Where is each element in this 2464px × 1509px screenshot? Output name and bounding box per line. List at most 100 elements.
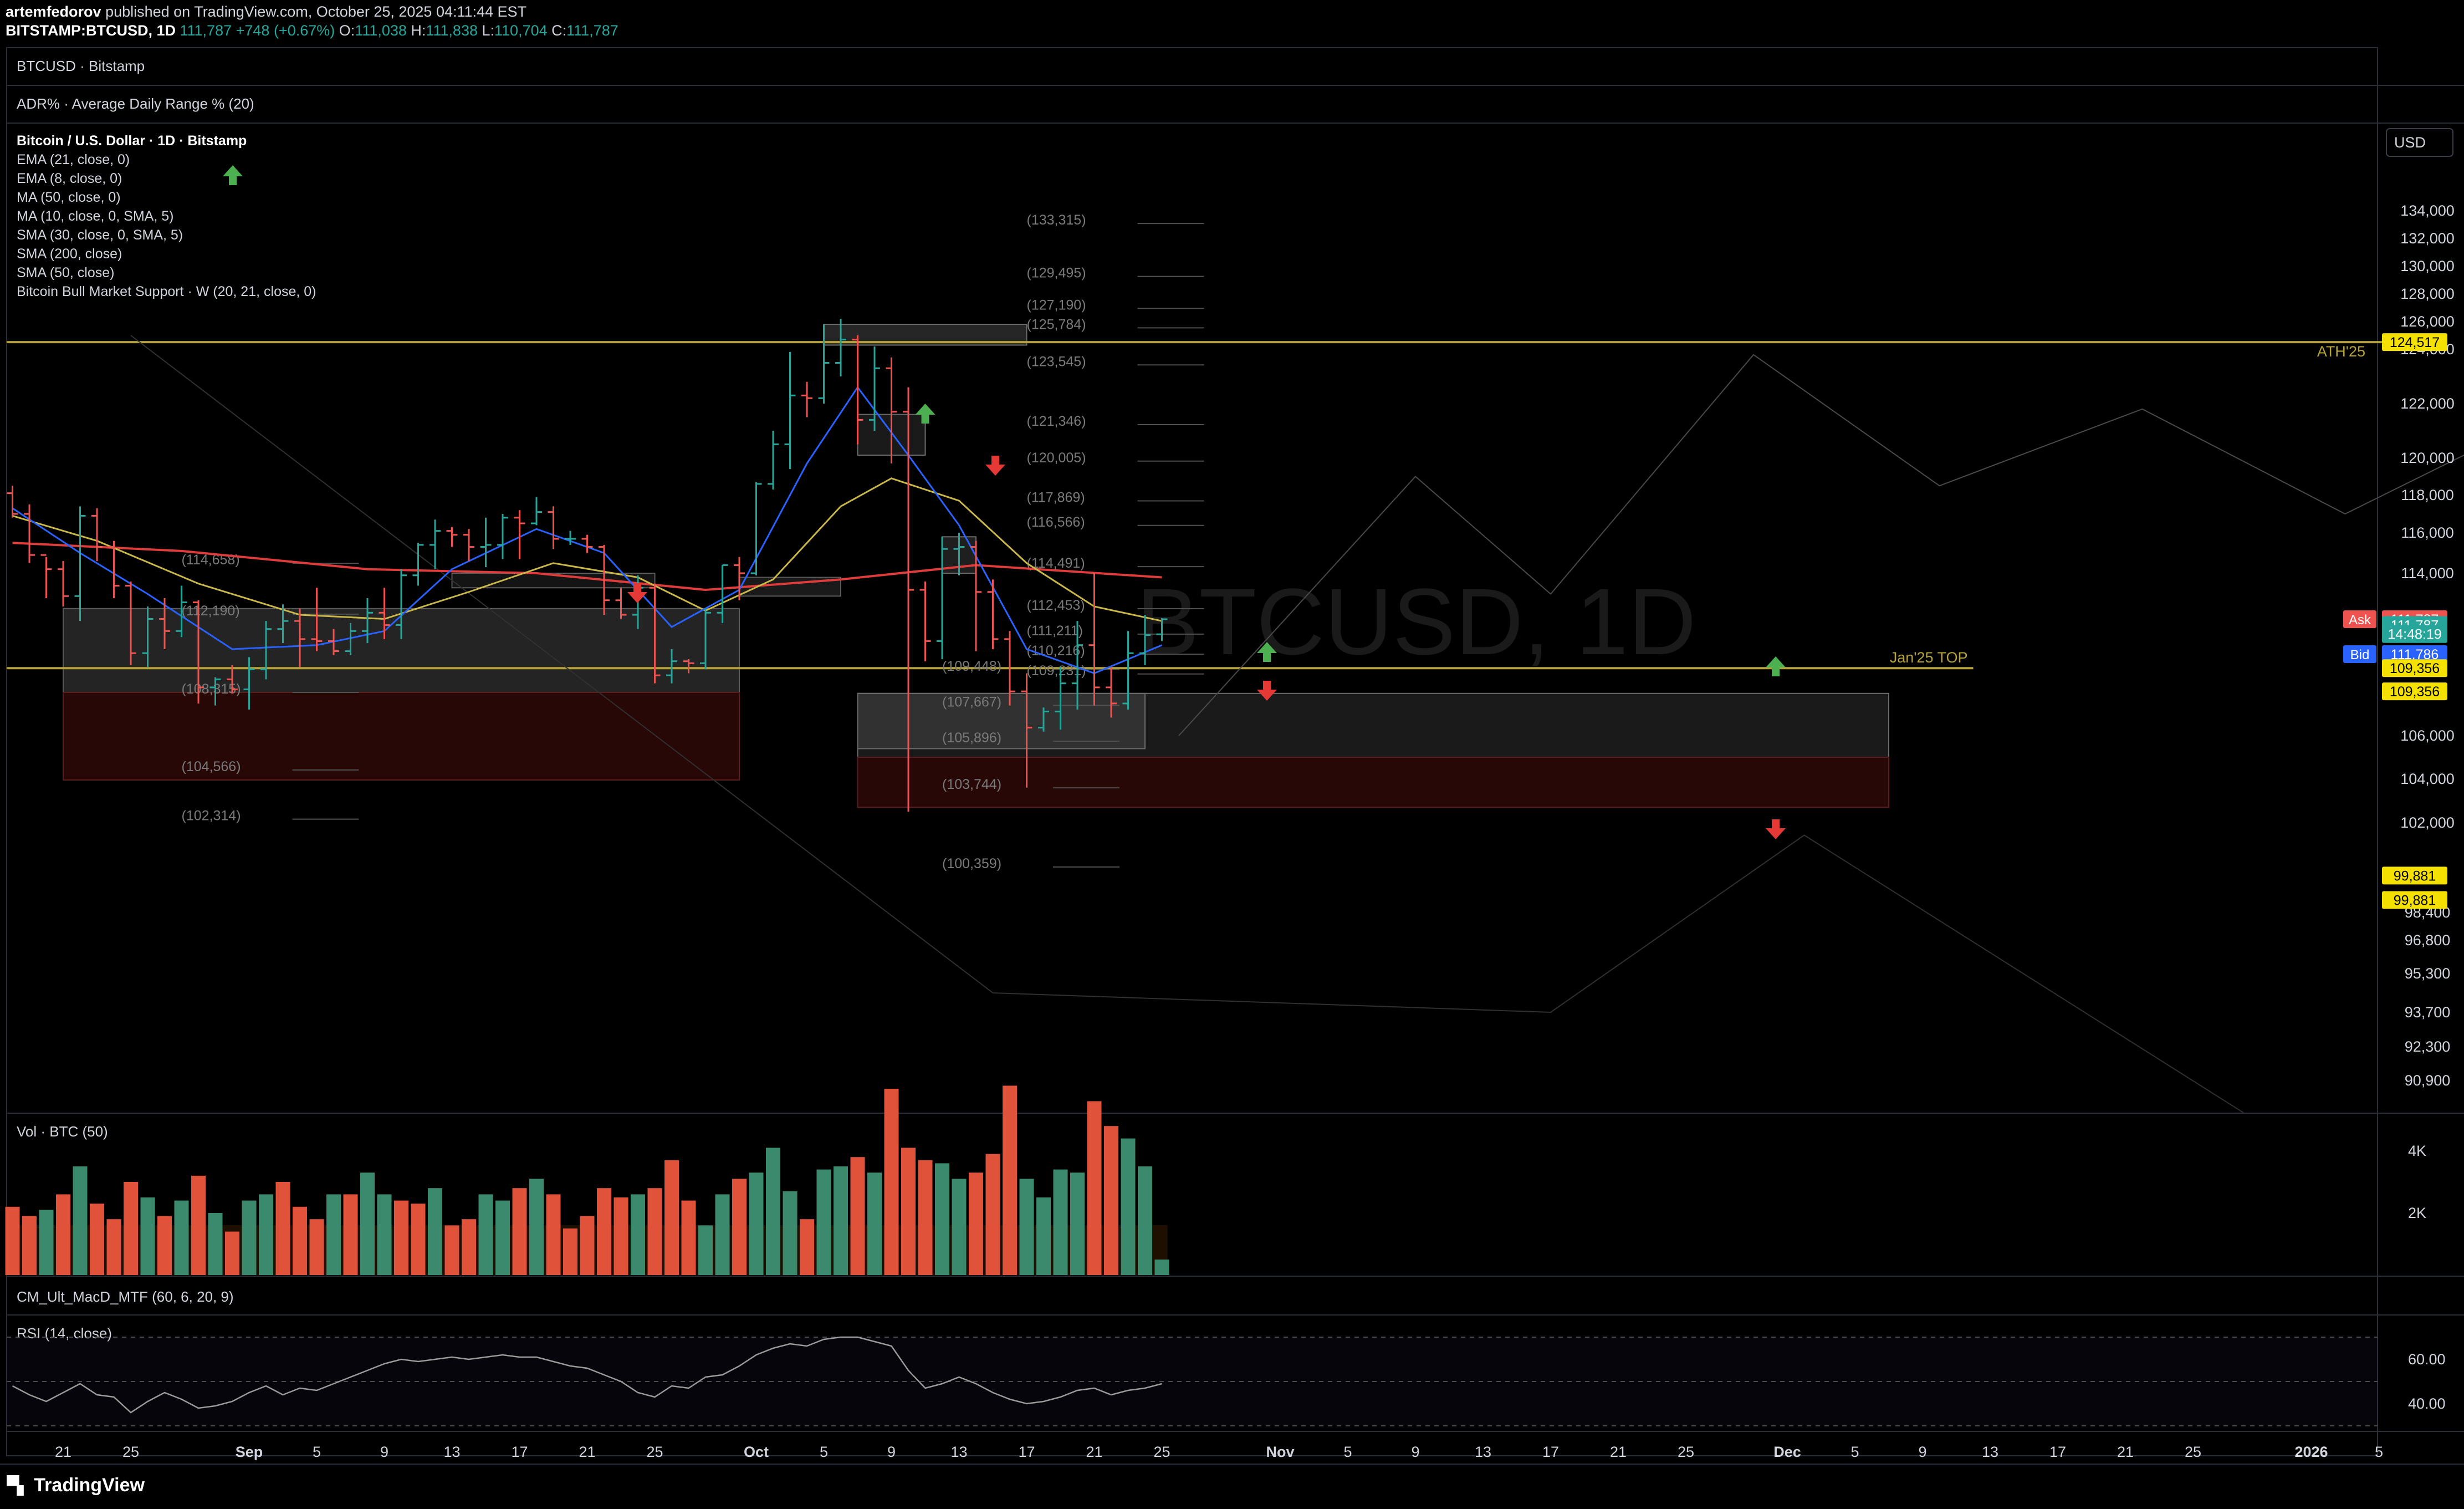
time-tick: 13 xyxy=(950,1444,967,1460)
author-name[interactable]: artemfedorov xyxy=(6,3,101,20)
volume-bar xyxy=(293,1206,307,1275)
time-tick: 25 xyxy=(122,1444,139,1460)
volume-bar xyxy=(478,1194,493,1275)
volume-bar xyxy=(580,1216,595,1275)
price-tick: 92,300 xyxy=(2405,1038,2451,1055)
price-tick: 114,000 xyxy=(2401,565,2454,582)
bracket-label: (117,869) xyxy=(1027,490,1085,505)
logo-text: TradingView xyxy=(34,1475,145,1496)
price-tick: 90,900 xyxy=(2405,1072,2451,1089)
currency-box xyxy=(2386,128,2453,157)
rsi-band xyxy=(7,1337,2378,1426)
volume-bar xyxy=(309,1219,324,1275)
time-tick: Dec xyxy=(1773,1444,1801,1460)
time-tick: 9 xyxy=(1918,1444,1926,1460)
price-tick: 122,000 xyxy=(2400,395,2455,412)
publish-info: published on TradingView.com, October 25… xyxy=(105,3,527,20)
bracket-label: (129,495) xyxy=(1027,266,1086,281)
legend-item: EMA (21, close, 0) xyxy=(17,152,130,167)
volume-bar xyxy=(884,1089,899,1275)
volume-bar xyxy=(834,1166,848,1275)
volume-bar xyxy=(22,1216,37,1275)
volume-bar xyxy=(1003,1085,1017,1275)
time-tick: 13 xyxy=(443,1444,460,1460)
volume-bar xyxy=(918,1160,933,1275)
bracket-label: (104,566) xyxy=(182,759,241,774)
volume-bar xyxy=(275,1182,290,1275)
bracket-label: (112,190) xyxy=(182,603,240,619)
volume-bar xyxy=(5,1206,20,1275)
pane-title-macd: CM_Ult_MacD_MTF (60, 6, 20, 9) xyxy=(17,1288,234,1305)
price-tag-value: 109,356 xyxy=(2390,661,2440,676)
price-tick: 102,000 xyxy=(2400,814,2455,831)
sell-signal-arrow xyxy=(985,456,1005,476)
volume-bar xyxy=(73,1166,88,1275)
bracket-label: (105,896) xyxy=(942,730,1001,746)
time-tick: 9 xyxy=(380,1444,388,1460)
price-tag-value: 109,356 xyxy=(2390,684,2440,700)
time-tick: 2026 xyxy=(2294,1444,2328,1460)
last-price: 111,787 xyxy=(180,22,232,39)
time-tick: 25 xyxy=(2185,1444,2201,1460)
price-tag-side xyxy=(2343,610,2376,628)
high-label: H: xyxy=(411,22,426,39)
volume-bar xyxy=(698,1225,713,1275)
volume-bar xyxy=(681,1200,696,1275)
volume-bar xyxy=(766,1148,780,1275)
price-tag-value: 14:48:19 xyxy=(2388,627,2441,643)
volume-bar xyxy=(816,1169,831,1275)
time-tick: 21 xyxy=(579,1444,595,1460)
bracket-label: (100,359) xyxy=(942,856,1001,871)
volume-bar xyxy=(664,1160,679,1275)
price-tick: 104,000 xyxy=(2400,771,2455,787)
price-tag xyxy=(2382,866,2447,885)
volume-bar xyxy=(174,1200,189,1275)
bracket-label: (133,315) xyxy=(1027,212,1086,228)
pane-title-adr: ADR% · Average Daily Range % (20) xyxy=(17,95,254,112)
demand-zone-2 xyxy=(857,757,1889,808)
time-tick: 17 xyxy=(1018,1444,1035,1460)
volume-bar xyxy=(1154,1260,1169,1275)
symbol-label[interactable]: BITSTAMP:BTCUSD, 1D xyxy=(6,22,176,39)
bracket-label: (125,784) xyxy=(1027,317,1086,332)
rsi-tick: 40.00 xyxy=(2408,1395,2446,1412)
price-tag xyxy=(2382,659,2447,677)
bracket-label: (112,453) xyxy=(1027,598,1085,613)
time-tick: 9 xyxy=(887,1444,896,1460)
volume-bar xyxy=(1087,1101,1102,1275)
symbol-watermark: BTCUSD, 1D xyxy=(1136,569,1696,675)
price-tick: 120,000 xyxy=(2400,450,2455,466)
time-tick: 21 xyxy=(2117,1444,2134,1460)
volume-bar xyxy=(462,1219,476,1275)
volume-bar xyxy=(343,1194,358,1275)
rsi-line xyxy=(12,1336,1162,1414)
bracket-label: (111,211) xyxy=(1027,623,1083,639)
bracket-label: (107,667) xyxy=(942,695,1001,710)
buy-signal-arrow xyxy=(1766,656,1786,676)
price-tick: 126,000 xyxy=(2400,313,2455,330)
price-tag-value: 99,881 xyxy=(2394,868,2436,884)
time-tick: 5 xyxy=(1850,1444,1859,1460)
volume-bar xyxy=(597,1188,611,1275)
price-tick: 132,000 xyxy=(2400,230,2455,247)
ma50-line xyxy=(12,542,1162,592)
bracket-label: (123,545) xyxy=(1027,354,1086,369)
level-label: Jan'25 TOP xyxy=(1890,649,1968,666)
price-tag xyxy=(2382,625,2447,643)
time-tick: 13 xyxy=(1982,1444,1998,1460)
time-tick: Nov xyxy=(1266,1444,1294,1460)
tradingview-logo[interactable]: ▀▖ TradingView xyxy=(7,1475,145,1496)
price-tick: 93,700 xyxy=(2405,1004,2451,1021)
volume-bar xyxy=(411,1204,426,1275)
time-tick: 9 xyxy=(1411,1444,1419,1460)
inner-zone xyxy=(857,692,1146,750)
bracket-label: (108,315) xyxy=(182,681,241,697)
price-tag xyxy=(2382,682,2447,701)
bracket-label: (127,190) xyxy=(1027,297,1086,313)
volume-bar xyxy=(901,1148,916,1275)
buy-signal-arrow xyxy=(223,165,243,185)
price-tick: 106,000 xyxy=(2400,727,2455,744)
price-tick: 128,000 xyxy=(2400,286,2455,302)
time-tick: 13 xyxy=(1475,1444,1491,1460)
